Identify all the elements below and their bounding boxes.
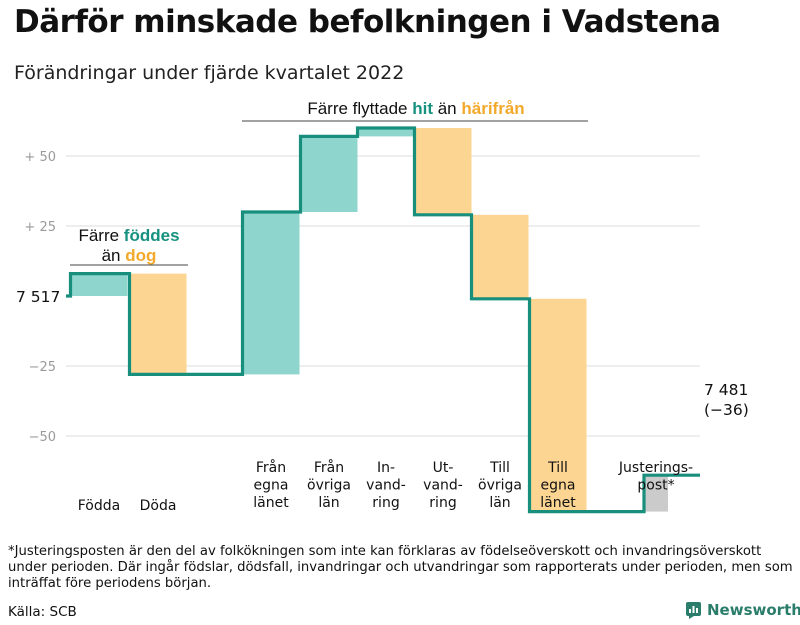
category-label: Till	[489, 460, 510, 476]
category-label: Från	[314, 459, 344, 476]
annotation-out-word: härifrån	[461, 99, 525, 118]
annotation-in-word: hit	[412, 99, 433, 118]
source: Källa: SCB	[8, 604, 77, 620]
category-label: länet	[253, 495, 289, 511]
waterfall-bar	[300, 136, 358, 212]
births-deaths-annotation: Färre föddes än dog	[70, 226, 188, 266]
category-label: län	[318, 495, 339, 511]
category-label: In-	[377, 460, 395, 476]
waterfall-bar	[242, 212, 300, 375]
annotation-text: än	[101, 246, 126, 265]
category-label: Ut-	[433, 460, 454, 476]
category-label: vand-	[366, 478, 406, 494]
footnote: *Justeringsposten är den del av folkökni…	[8, 544, 793, 591]
waterfall-bar	[529, 298, 587, 512]
annotation-births-word: föddes	[123, 226, 180, 245]
waterfall-bar	[414, 128, 472, 215]
chart-title: Därför minskade befolkningen i Vadstena	[14, 4, 721, 40]
brand-name: Newsworthy	[707, 601, 800, 619]
category-label: ring	[429, 495, 456, 511]
annotation-deaths-word: dog	[125, 246, 157, 265]
category-label: länet	[540, 495, 576, 511]
end-change: (−36)	[704, 401, 749, 419]
category-label: ring	[372, 495, 399, 511]
newsworthy-logo-icon	[686, 601, 701, 619]
waterfall-bar	[70, 273, 128, 296]
brand-logo: Newsworthy	[686, 601, 800, 619]
waterfall-bar	[644, 475, 668, 512]
category-label: vand-	[423, 478, 463, 494]
category-label: Födda	[78, 498, 120, 514]
category-label: egna	[541, 478, 576, 494]
category-label: Döda	[140, 498, 177, 514]
category-label: post*	[637, 478, 674, 494]
running-total-line	[66, 126, 700, 514]
chart-subtitle: Förändringar under fjärde kvartalet 2022	[14, 62, 405, 84]
category-label: län	[489, 495, 510, 511]
migration-annotation: Färre flyttade hit än härifrån	[242, 99, 590, 119]
category-label: Justerings-	[618, 460, 693, 476]
waterfall-bar	[471, 214, 529, 299]
y-tick-label: + 50	[24, 150, 56, 165]
category-label: Till	[547, 460, 568, 476]
category-label: Från	[256, 459, 286, 476]
end-value-label: 7 481 (−36)	[704, 380, 749, 420]
category-label: egna	[254, 478, 289, 494]
y-tick-label: + 25	[24, 220, 56, 235]
annotation-text: Färre	[78, 226, 124, 245]
start-value-label: 7 517	[16, 288, 60, 306]
category-label: övriga	[307, 478, 351, 494]
category-label: övriga	[478, 478, 522, 494]
annotation-text: Färre flyttade	[307, 99, 413, 118]
annotation-text: än	[433, 99, 462, 118]
end-population: 7 481	[704, 381, 749, 399]
y-tick-label: −25	[29, 360, 56, 375]
y-tick-label: −50	[29, 430, 56, 445]
waterfall-bar	[129, 273, 187, 375]
waterfall-bar	[357, 128, 415, 137]
